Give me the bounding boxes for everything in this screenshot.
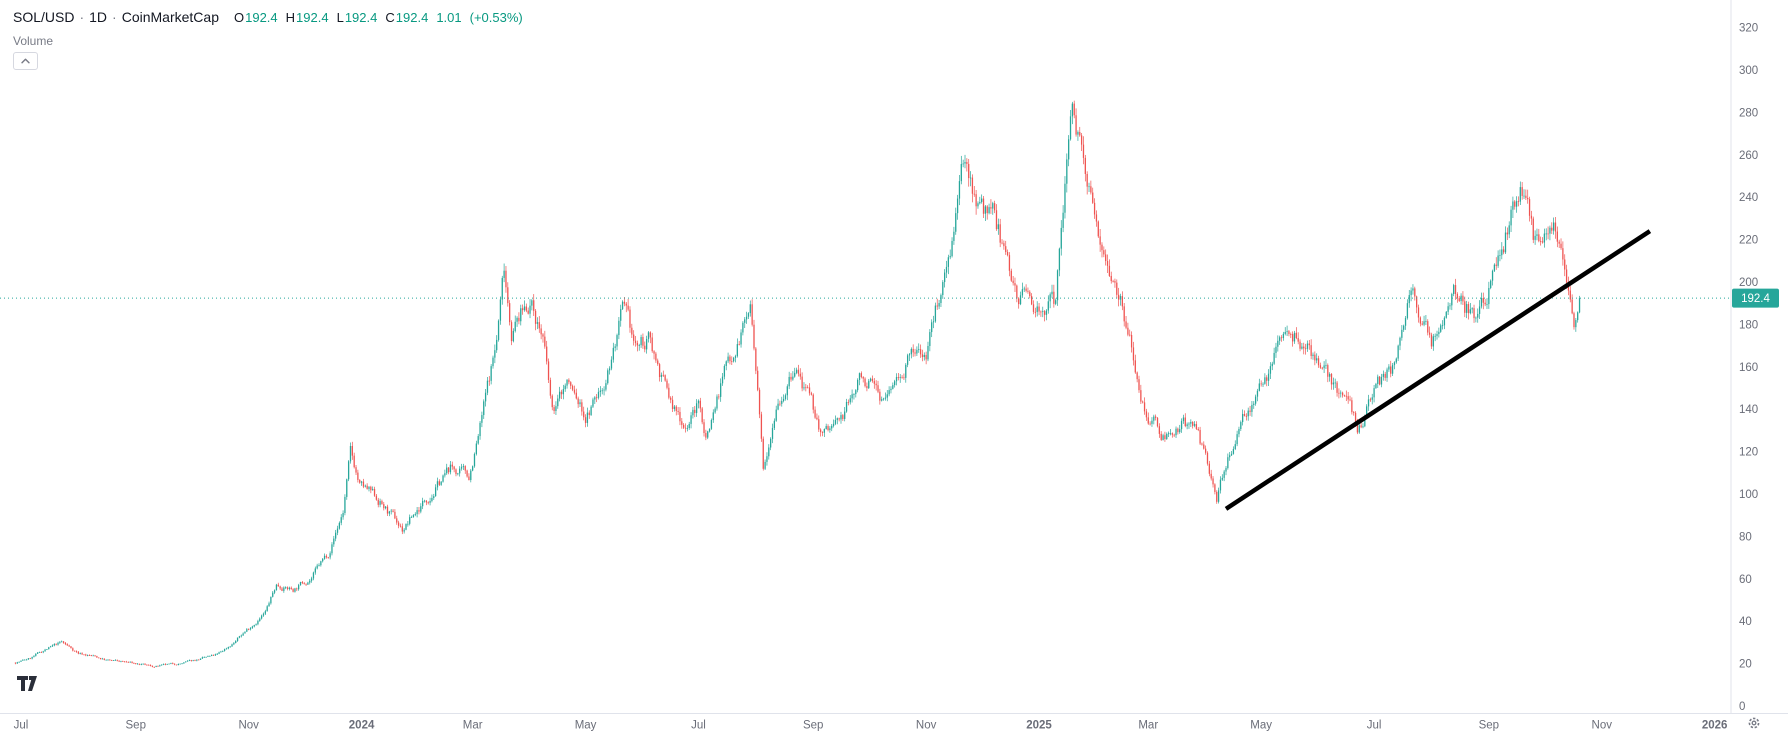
symbol-name[interactable]: SOL/USD <box>13 9 75 25</box>
time-tick-label: Jul <box>691 720 706 732</box>
price-tick-label: 40 <box>1739 616 1752 628</box>
low-value: L 192.4 <box>336 9 378 25</box>
price-tick-label: 280 <box>1739 107 1758 119</box>
time-tick-label: 2024 <box>349 720 375 732</box>
volume-indicator-label[interactable]: Volume <box>13 34 54 48</box>
exchange-name[interactable]: CoinMarketCap <box>121 9 219 25</box>
time-tick-label: 2025 <box>1026 720 1052 732</box>
price-tick-label: 80 <box>1739 531 1752 543</box>
legend-separator: · <box>112 9 117 25</box>
time-tick-label: Nov <box>238 720 259 732</box>
time-axis-settings-button[interactable] <box>1747 716 1761 730</box>
change-percent: (+0.53%) <box>469 9 523 25</box>
gear-icon <box>1748 717 1760 729</box>
time-tick-label: May <box>575 720 597 732</box>
price-tick-label: 200 <box>1739 277 1758 289</box>
time-tick-label: May <box>1250 720 1272 732</box>
price-tick-label: 160 <box>1739 362 1758 374</box>
price-tick-label: 60 <box>1739 574 1752 586</box>
change-absolute: 1.01 <box>436 9 462 25</box>
trendline-drawing[interactable] <box>1224 229 1652 511</box>
time-tick-label: Nov <box>916 720 937 732</box>
price-tick-label: 0 <box>1739 701 1745 713</box>
legend-separator: · <box>79 9 85 25</box>
last-price-badge[interactable] <box>1732 288 1779 308</box>
time-tick-label: 2026 <box>1702 720 1728 732</box>
open-value: O 192.4 <box>233 9 278 25</box>
high-value: H 192.4 <box>285 9 329 25</box>
price-tick-label: 260 <box>1739 150 1758 162</box>
time-axis[interactable]: Jul Sep Nov 2024 Mar May Jul Sep Nov 2025 Mar May Ju… <box>14 720 1728 732</box>
price-tick-label: 120 <box>1739 447 1758 459</box>
price-tick-label: 20 <box>1739 659 1752 671</box>
time-tick-label: Sep <box>1479 720 1499 732</box>
tradingview-logo-icon <box>17 676 37 691</box>
chevron-up-icon <box>21 58 30 64</box>
price-axis[interactable]: 3203002802602402202001801601401201008060… <box>1732 23 1779 713</box>
close-value: C 192.4 <box>385 9 429 25</box>
volume-pane-expand-button[interactable] <box>13 52 38 70</box>
time-tick-label: Jul <box>1367 720 1382 732</box>
price-tick-label: 140 <box>1739 404 1758 416</box>
time-tick-label: Nov <box>1592 720 1613 732</box>
time-tick-label: Jul <box>14 720 29 732</box>
time-tick-label: Sep <box>803 720 823 732</box>
price-tick-label: 220 <box>1739 235 1758 247</box>
price-tick-label: 320 <box>1739 23 1758 35</box>
last-price-badge-label: 192.4 <box>1741 293 1770 305</box>
interval-selector[interactable]: 1D <box>89 9 108 25</box>
price-tick-label: 300 <box>1739 65 1758 77</box>
time-tick-label: Mar <box>1138 720 1158 732</box>
time-tick-label: Mar <box>463 720 483 732</box>
price-tick-label: 180 <box>1739 319 1758 331</box>
tradingview-logo[interactable] <box>15 671 39 695</box>
symbol-legend: SOL/USD · 1D · CoinMarketCap O 192.4 H 192… <box>13 9 523 25</box>
ohlc-values: O 192.4 H 192.4 L 192.4 C 192.4 1.01 (+0.53%… <box>234 10 523 25</box>
time-tick-label: Sep <box>126 720 146 732</box>
price-tick-label: 100 <box>1739 489 1758 501</box>
price-tick-label: 240 <box>1739 192 1758 204</box>
candle-series <box>14 100 1581 668</box>
